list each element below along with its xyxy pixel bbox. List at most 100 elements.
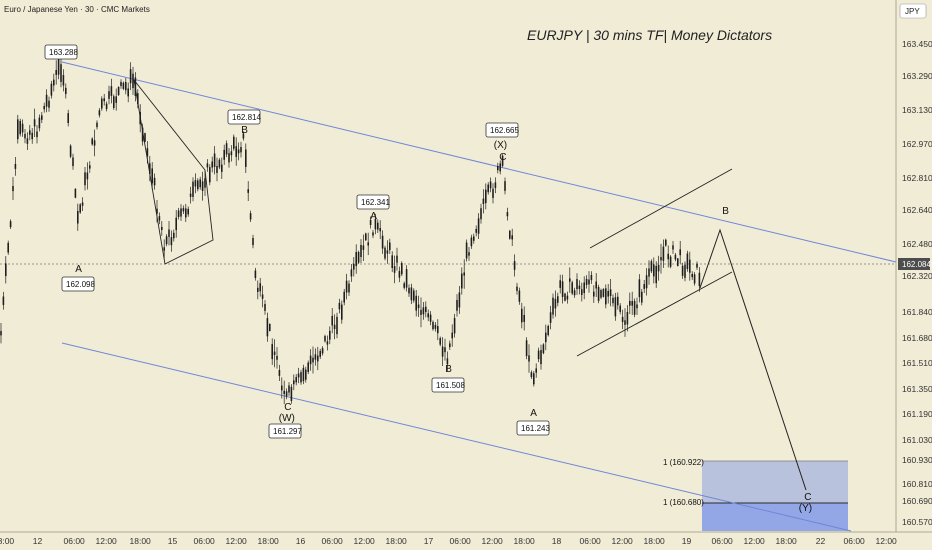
candle-body xyxy=(489,181,492,189)
candle-body xyxy=(26,138,29,144)
x-tick-label: 18:00 xyxy=(130,536,152,546)
candle-body xyxy=(101,98,103,109)
candle-body xyxy=(607,290,609,297)
wave-label: C xyxy=(804,492,811,503)
y-axis-ticks: 163.450 163.290 163.130 162.970 162.810 162.6… xyxy=(902,39,932,527)
candle-body xyxy=(501,155,504,166)
x-tick-label: 06:00 xyxy=(712,536,734,546)
candle-body xyxy=(686,253,689,270)
candle-body xyxy=(540,350,542,365)
price-label-box xyxy=(485,122,519,138)
wedge-pattern xyxy=(576,168,733,357)
candle-body xyxy=(288,385,290,393)
x-tick-label: 18:00 xyxy=(776,536,798,546)
wave-label: (Y) xyxy=(799,503,812,514)
candle-body xyxy=(595,281,597,289)
candle-body xyxy=(14,163,17,169)
currency-label[interactable]: JPY xyxy=(905,7,920,16)
candle-body xyxy=(146,148,149,157)
x-axis-ticks: 8:00 12 06:00 12:00 18:00 15 06:00 12:00 18:00 16… xyxy=(0,536,897,546)
candle-body xyxy=(158,216,161,221)
current-price-tag xyxy=(898,258,930,270)
candle-body xyxy=(309,355,312,365)
candle-body xyxy=(233,136,235,149)
candle-body xyxy=(597,287,600,301)
candle-body xyxy=(235,146,237,157)
candle-body xyxy=(612,297,614,304)
candle-body xyxy=(638,279,641,298)
candle-body xyxy=(86,172,89,180)
candle-body xyxy=(216,165,218,173)
candle-body xyxy=(269,323,271,331)
candle-body xyxy=(497,165,499,171)
candle-body xyxy=(36,131,38,138)
candle-body xyxy=(583,282,585,293)
candle-body xyxy=(129,69,132,84)
x-tick-label: 12 xyxy=(33,536,43,546)
candle-body xyxy=(605,288,607,305)
candle-body xyxy=(312,357,314,363)
candle-body xyxy=(372,232,374,236)
candle-body xyxy=(254,270,257,278)
y-tick-label: 161.030 xyxy=(902,435,932,445)
candle-body xyxy=(398,271,401,278)
candle-body xyxy=(209,167,211,183)
symbol-info: Euro / Japanese Yen · 30 · CMC Markets xyxy=(4,5,150,14)
candle-body xyxy=(206,163,209,168)
candle-body xyxy=(77,210,79,224)
candle-body xyxy=(465,242,468,259)
candle-body xyxy=(295,377,297,383)
candle-body xyxy=(180,208,182,217)
candle-body xyxy=(33,119,36,127)
candle-body xyxy=(67,113,69,124)
candle-body xyxy=(518,290,521,302)
candle-body xyxy=(528,355,530,362)
candle-body xyxy=(324,336,326,342)
candle-body xyxy=(149,163,151,174)
price-label-box xyxy=(227,109,261,125)
price-label: 161.243 xyxy=(521,424,550,433)
candle-body xyxy=(391,255,393,268)
candle-body xyxy=(345,280,348,293)
candle-body xyxy=(185,208,187,218)
wave-label: A xyxy=(530,408,537,419)
x-tick-label: 12:00 xyxy=(612,536,634,546)
price-label: 162.098 xyxy=(66,280,95,289)
candle-body xyxy=(689,259,691,273)
candle-body xyxy=(343,291,345,303)
candle-body xyxy=(600,290,602,298)
channel-lower-line[interactable] xyxy=(61,342,852,532)
candle-body xyxy=(482,198,485,204)
candle-body xyxy=(19,120,21,135)
candle-body xyxy=(681,265,684,276)
candle-body xyxy=(353,263,355,270)
candle-body xyxy=(228,153,230,163)
candle-body xyxy=(120,81,122,86)
candle-body xyxy=(499,163,501,172)
candle-body xyxy=(461,273,463,289)
candle-body xyxy=(333,324,336,329)
candle-body xyxy=(693,274,696,284)
candle-body xyxy=(384,247,386,259)
candle-body xyxy=(439,338,441,345)
channel-upper-line[interactable] xyxy=(61,61,897,263)
y-tick-label: 163.130 xyxy=(902,105,932,115)
candle-body xyxy=(444,347,446,353)
candle-body xyxy=(132,73,134,89)
price-label-box xyxy=(431,377,465,393)
candle-body xyxy=(393,266,396,273)
candle-body xyxy=(271,344,273,360)
x-tick-label: 06:00 xyxy=(450,536,472,546)
candle-body xyxy=(669,256,672,267)
candle-body xyxy=(218,159,221,168)
candle-body xyxy=(65,87,67,95)
candle-body xyxy=(593,291,595,297)
x-tick-label: 12:00 xyxy=(354,536,376,546)
candle-body xyxy=(429,314,432,322)
candle-body xyxy=(573,290,576,296)
candle-body xyxy=(329,330,331,340)
candle-body xyxy=(554,298,557,309)
candle-body xyxy=(549,312,552,323)
